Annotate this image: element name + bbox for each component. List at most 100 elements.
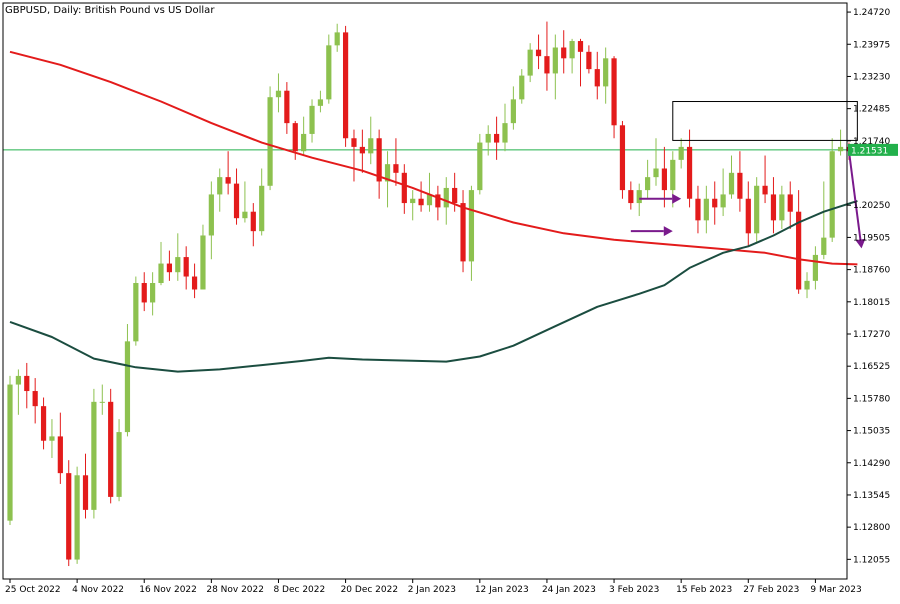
plot-frame [2, 2, 848, 580]
candle-body [267, 97, 273, 186]
candle [745, 181, 751, 247]
candle-body [57, 436, 63, 474]
plot-frame-layer [2, 2, 848, 580]
candle-body [720, 194, 726, 208]
candle [250, 203, 256, 247]
candle-body [292, 123, 298, 152]
candle-body [703, 198, 709, 221]
x-tick-label: 12 Jan 2023 [475, 585, 529, 595]
candle [99, 384, 105, 415]
candle-body [183, 257, 189, 277]
candle-body [452, 187, 458, 204]
x-tick-label: 9 Mar 2023 [810, 585, 861, 595]
candle-body [175, 257, 181, 273]
x-tick-label: 15 Feb 2023 [676, 585, 732, 595]
candle-body [233, 183, 240, 219]
x-tick-label: 20 Dec 2022 [341, 585, 399, 595]
candle-body [150, 283, 156, 303]
y-tick-label: 1.22485 [853, 105, 890, 115]
candle [577, 38, 584, 87]
candle [586, 45, 592, 74]
candle-body [259, 185, 265, 232]
ma-slow-line [9, 199, 858, 373]
x-tick-label: 28 Nov 2022 [206, 585, 264, 595]
candle-body [678, 146, 684, 160]
candle [628, 181, 634, 210]
annotation-arrow [639, 193, 682, 204]
candle [24, 362, 30, 409]
candle [208, 181, 214, 260]
candle [217, 168, 223, 212]
x-tick-label: 3 Feb 2023 [609, 585, 659, 595]
candle [158, 241, 164, 286]
candle-body [611, 58, 617, 126]
candle [426, 172, 433, 212]
candle [779, 185, 785, 229]
y-tick-label: 1.18760 [853, 266, 890, 276]
candle-body [116, 432, 122, 497]
candle [477, 133, 483, 195]
y-tick-label: 1.24720 [853, 8, 890, 18]
candle-body [133, 283, 139, 342]
candle [502, 103, 508, 152]
candle [267, 86, 273, 191]
candle-body [796, 211, 802, 290]
candle-body [82, 475, 89, 510]
candle [368, 116, 374, 165]
candle-body [368, 138, 374, 154]
candle-body [99, 401, 105, 403]
candle-body [284, 90, 290, 124]
candle-body [418, 198, 424, 206]
candle-body [66, 473, 72, 560]
y-tick-label: 1.15035 [853, 427, 890, 437]
candle [57, 412, 63, 484]
annotation-arrow [847, 151, 866, 249]
candle-body [91, 401, 97, 510]
candle-body [108, 401, 114, 497]
candle [754, 177, 760, 242]
y-tick-label: 1.14290 [853, 459, 890, 469]
candle-body [7, 384, 13, 521]
candle [334, 23, 340, 52]
candle-body [342, 32, 349, 139]
candle [435, 185, 441, 221]
candles-layer [7, 21, 852, 567]
candle-body [32, 391, 38, 407]
candle-body [670, 159, 676, 191]
candle [611, 56, 617, 139]
candle-body [443, 187, 449, 208]
candle-body [577, 41, 584, 52]
y-tick-label: 1.20250 [853, 201, 890, 211]
candle [200, 224, 206, 290]
candle-body [250, 211, 256, 232]
candle-body [426, 194, 433, 206]
candle-body [15, 375, 21, 385]
candle [410, 190, 416, 221]
candle-body [242, 211, 248, 219]
candle-body [275, 90, 282, 98]
candle [678, 138, 684, 169]
candle [645, 159, 651, 199]
candle [233, 168, 240, 225]
y-tick-label: 1.23230 [853, 72, 890, 82]
candle [342, 25, 349, 147]
candle [653, 138, 659, 186]
candle-body [217, 177, 223, 195]
candle-body [519, 75, 525, 100]
candle-body [225, 177, 231, 184]
arrow-shaft [847, 151, 862, 240]
y-tick-label: 1.16525 [853, 362, 890, 372]
candle-body [393, 164, 399, 173]
candle-body [812, 254, 819, 281]
candle [309, 99, 315, 143]
x-axis: 25 Oct 2022 4 Nov 2022 16 Nov 2022 28 Nov 2… [5, 579, 862, 595]
y-axis: 1.24720 1.23975 1.23230 1.22485 1.21740 1.202… [847, 8, 890, 565]
candle-body [191, 276, 198, 290]
candle-body [787, 194, 793, 212]
price-badge-bg [848, 143, 898, 156]
candle-body [804, 280, 810, 290]
candle [527, 43, 533, 83]
candle [720, 168, 726, 217]
candle-body [74, 475, 80, 560]
